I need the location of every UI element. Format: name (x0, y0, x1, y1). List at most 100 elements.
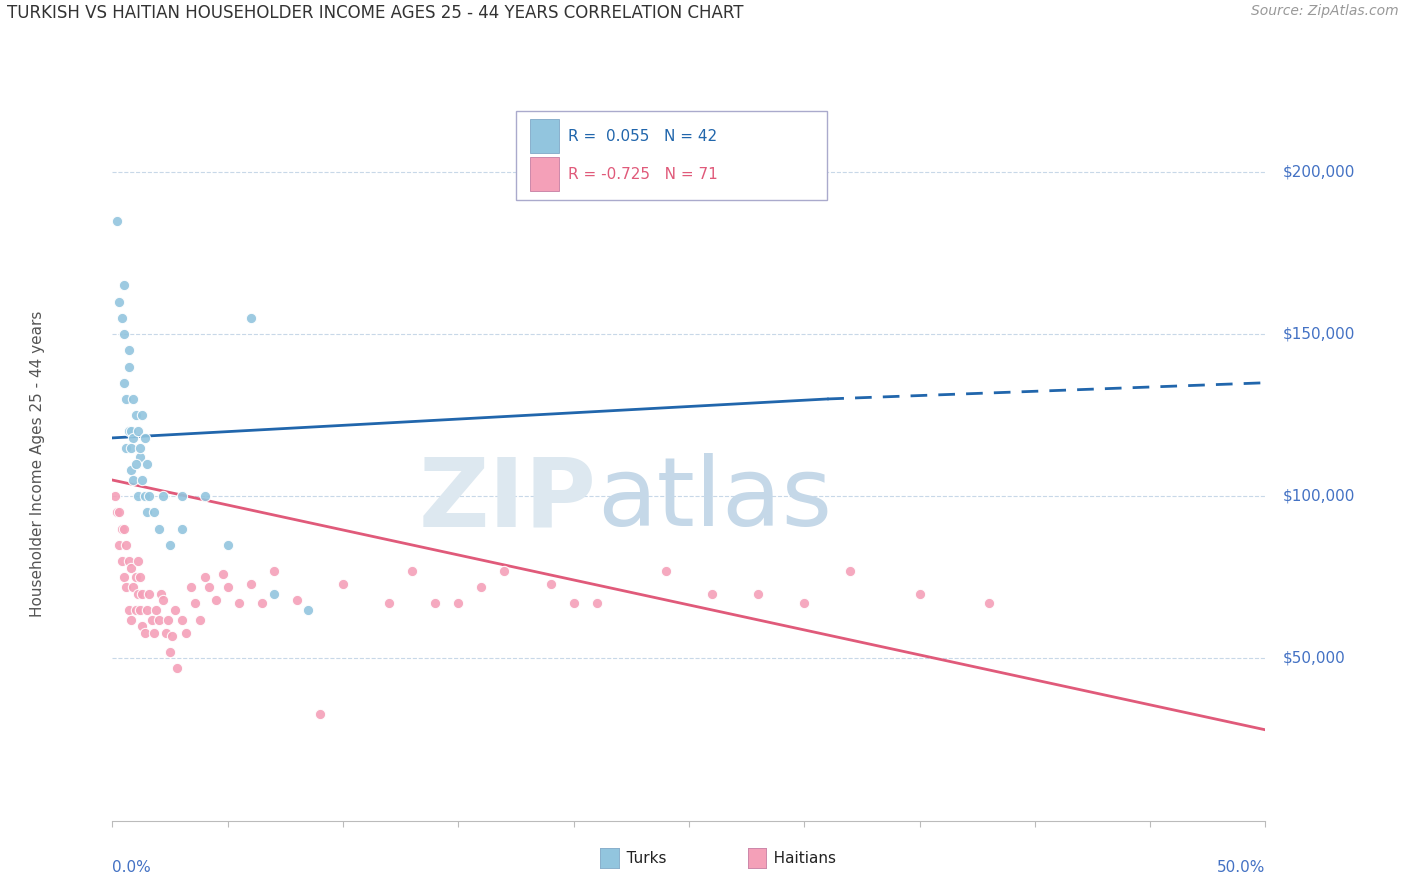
Point (908, 586, 931, 600)
Text: ZIP: ZIP (419, 453, 596, 546)
Point (117, 554, 139, 568)
Text: Turks: Turks (612, 852, 666, 866)
Point (378, 596, 401, 610)
Point (136, 457, 159, 471)
Text: 0.0%: 0.0% (112, 860, 152, 875)
Point (198, 580, 221, 594)
Point (149, 586, 172, 600)
Point (143, 625, 166, 640)
Point (747, 586, 769, 600)
Point (134, 489, 156, 503)
Point (217, 580, 239, 594)
Point (127, 554, 149, 568)
Point (562, 596, 585, 610)
Point (174, 625, 197, 640)
Point (470, 580, 492, 594)
Point (839, 564, 862, 578)
Point (145, 603, 167, 617)
Point (793, 68, 815, 82)
Text: $150,000: $150,000 (1282, 326, 1355, 342)
Point (425, 596, 447, 610)
Point (159, 645, 181, 659)
Point (170, 522, 193, 536)
Point (124, 457, 146, 471)
Point (131, 619, 153, 633)
Text: TURKISH VS HAITIAN HOUSEHOLDER INCOME AGES 25 - 44 YEARS CORRELATION CHART: TURKISH VS HAITIAN HOUSEHOLDER INCOME AG… (7, 4, 744, 22)
Point (194, 489, 217, 503)
Point (184, 596, 207, 610)
Point (163, 603, 186, 617)
Text: $200,000: $200,000 (1282, 164, 1355, 179)
Point (155, 625, 177, 640)
Point (131, 586, 153, 600)
Point (112, 522, 135, 536)
Point (127, 586, 149, 600)
Point (252, 596, 274, 610)
Point (115, 580, 138, 594)
Point (108, 538, 131, 552)
Point (166, 661, 188, 675)
Point (124, 570, 146, 584)
Point (263, 586, 285, 600)
FancyBboxPatch shape (530, 120, 558, 153)
FancyBboxPatch shape (530, 157, 558, 191)
Point (117, 359, 139, 374)
Point (124, 603, 146, 617)
Point (162, 629, 184, 643)
Point (239, 310, 262, 325)
Point (159, 538, 181, 552)
Point (104, 489, 127, 503)
Point (122, 392, 145, 406)
Point (111, 310, 134, 325)
Point (129, 603, 152, 617)
Point (129, 441, 152, 455)
Point (122, 473, 145, 487)
Point (117, 343, 139, 358)
Point (212, 567, 235, 582)
Point (655, 564, 678, 578)
Point (112, 278, 135, 293)
Text: Householder Income Ages 25 - 44 years: Householder Income Ages 25 - 44 years (30, 310, 45, 617)
Point (115, 392, 138, 406)
Point (108, 506, 131, 520)
Point (134, 431, 156, 445)
Point (585, 596, 607, 610)
Point (148, 613, 170, 627)
Point (285, 593, 308, 607)
Point (141, 613, 163, 627)
Point (263, 564, 285, 578)
FancyBboxPatch shape (516, 111, 827, 200)
Point (138, 586, 160, 600)
Point (180, 580, 202, 594)
Text: R =  0.055   N = 42: R = 0.055 N = 42 (568, 128, 717, 144)
Point (143, 506, 166, 520)
Text: Source: ZipAtlas.com: Source: ZipAtlas.com (1251, 4, 1399, 19)
Point (131, 473, 153, 487)
Point (111, 522, 134, 536)
Point (793, 596, 815, 610)
Point (494, 564, 516, 578)
Point (112, 327, 135, 342)
Point (105, 506, 128, 520)
Point (239, 577, 262, 591)
Point (120, 425, 142, 439)
Point (152, 489, 174, 503)
Point (127, 489, 149, 503)
Point (120, 441, 142, 455)
Point (112, 570, 135, 584)
Point (228, 596, 250, 610)
Point (111, 554, 134, 568)
Point (205, 593, 228, 607)
Text: 50.0%: 50.0% (1218, 860, 1265, 875)
Point (148, 522, 170, 536)
Text: R = -0.725   N = 71: R = -0.725 N = 71 (568, 167, 717, 182)
Point (115, 538, 138, 552)
Point (297, 603, 319, 617)
Point (129, 570, 152, 584)
Point (136, 603, 159, 617)
Point (120, 613, 142, 627)
Point (700, 586, 723, 600)
Point (122, 580, 145, 594)
Text: $100,000: $100,000 (1282, 489, 1355, 504)
Point (120, 560, 142, 574)
